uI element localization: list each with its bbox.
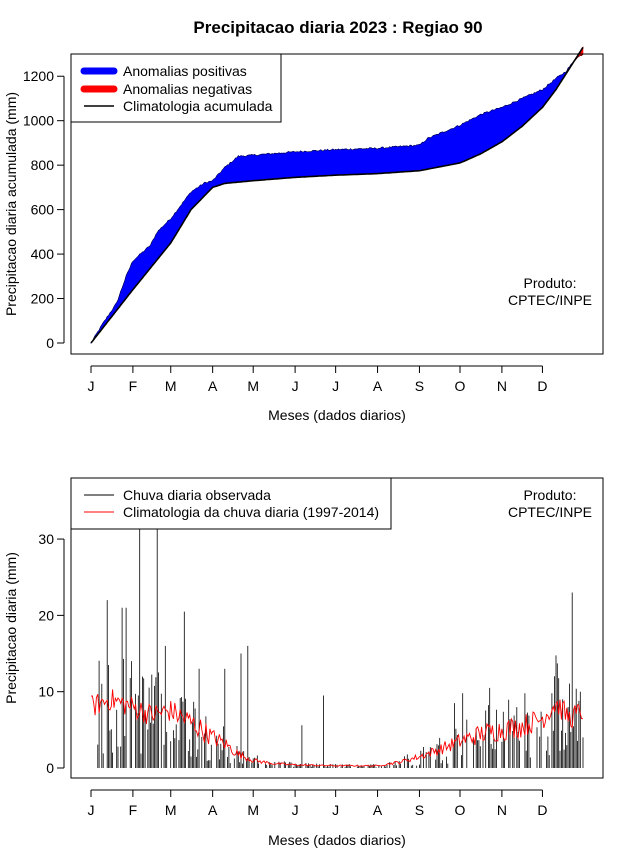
daily-x-tick-label: F	[129, 802, 138, 818]
daily-panel: 0 10 20 30 J F M A M J J A S O N D Meses (dados diario…	[3, 477, 604, 848]
cumulative-x-tick-label: M	[247, 378, 259, 394]
daily-x-tick-label: M	[165, 802, 177, 818]
daily-x-tick-label: J	[332, 802, 339, 818]
cumulative-x-tick-label: M	[165, 378, 177, 394]
daily-y-tick-label: 0	[46, 760, 54, 776]
daily-plot-area	[90, 478, 584, 768]
daily-y-label: Precipitacao diaria (mm)	[3, 552, 19, 704]
cumulative-x-tick-label: D	[537, 378, 547, 394]
cumulative-x-tick-label: N	[497, 378, 507, 394]
daily-x-tick-label: M	[247, 802, 259, 818]
cumulative-y-axis: 0 200 400 600 800 1000 1200	[23, 68, 65, 351]
cumulative-y-label: Precipitacao diaria acumulada (mm)	[3, 92, 19, 316]
cumulative-x-tick-label: J	[292, 378, 299, 394]
cumulative-x-tick-label: S	[415, 378, 424, 394]
daily-y-axis: 0 10 20 30	[38, 531, 65, 776]
daily-legend: Chuva diaria observada Climatologia da c…	[70, 477, 392, 530]
climatology-cumulative-line	[90, 46, 584, 344]
cumulative-x-tick-label: F	[129, 378, 138, 394]
cumulative-legend: Anomalias positivas Anomalias negativas …	[70, 53, 282, 123]
legend-label-positive: Anomalias positivas	[123, 63, 247, 79]
daily-x-tick-label: J	[88, 802, 95, 818]
cumulative-plot-frame	[70, 53, 604, 355]
cumulative-x-label: Meses (dados diarios)	[268, 407, 406, 423]
cumulative-y-tick-label: 1200	[23, 68, 54, 84]
daily-y-tick-label: 20	[38, 607, 54, 623]
legend-label-negative: Anomalias negativas	[123, 81, 252, 97]
legend-label-daily-climatology: Climatologia da chuva diaria (1997-2014)	[123, 504, 379, 520]
daily-x-tick-label: J	[292, 802, 299, 818]
daily-x-tick-label: D	[537, 802, 547, 818]
daily-y-tick-label: 10	[38, 684, 54, 700]
cumulative-x-tick-label: J	[332, 378, 339, 394]
product-source-bottom: CPTEC/INPE	[508, 504, 592, 520]
daily-series	[90, 478, 584, 768]
cumulative-x-tick-label: O	[455, 378, 466, 394]
daily-y-tick-label: 30	[38, 531, 54, 547]
legend-label-climatology: Climatologia acumulada	[123, 98, 273, 114]
product-label: Produto:	[524, 275, 577, 291]
cumulative-y-tick-label: 0	[46, 335, 54, 351]
cumulative-y-tick-label: 800	[31, 157, 55, 173]
cumulative-panel: 0 200 400 600 800 1000 1200 J F M A M J J A S O N D Meses…	[3, 46, 604, 423]
cumulative-y-tick-label: 600	[31, 202, 55, 218]
daily-x-tick-label: N	[497, 802, 507, 818]
daily-x-tick-label: S	[415, 802, 424, 818]
cumulative-plot-area	[90, 46, 584, 344]
cumulative-x-tick-label: A	[208, 378, 218, 394]
observed-cumulative-line	[90, 54, 584, 343]
cumulative-y-tick-label: 200	[31, 291, 55, 307]
daily-x-tick-label: A	[373, 802, 383, 818]
cumulative-y-tick-label: 1000	[23, 113, 54, 129]
product-source: CPTEC/INPE	[508, 292, 592, 308]
legend-label-observed: Chuva diaria observada	[123, 487, 271, 503]
cumulative-y-tick-label: 400	[31, 246, 55, 262]
cumulative-x-tick-label: J	[88, 378, 95, 394]
cumulative-x-tick-label: A	[373, 378, 383, 394]
daily-x-tick-label: O	[455, 802, 466, 818]
climatology-daily-line	[90, 689, 584, 767]
chart-title: Precipitacao diaria 2023 : Regiao 90	[193, 18, 482, 37]
daily-legend-box	[70, 477, 392, 530]
daily-x-tick-label: A	[208, 802, 218, 818]
daily-x-label: Meses (dados diarios)	[268, 832, 406, 848]
product-label-bottom: Produto:	[524, 487, 577, 503]
